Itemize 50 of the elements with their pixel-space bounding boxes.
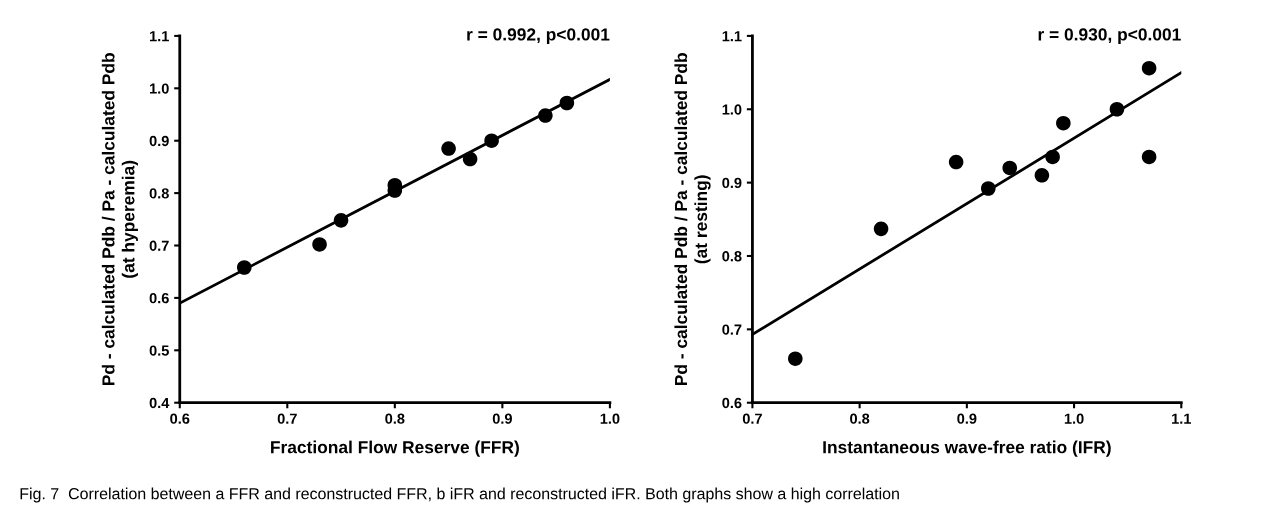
x-axis-title: Fractional Flow Reserve (FFR): [271, 440, 519, 457]
y-tick-label: 1.1: [722, 31, 742, 42]
point: [237, 260, 252, 275]
y-tick-label: 0.8: [722, 251, 742, 262]
point: [1045, 149, 1060, 165]
x-tick-label: 0.8: [385, 413, 405, 424]
caption: Fig. 7 Correlation between a FFR and reconstructed FFR, b iFR and reconstructed iFR. Both graphs show a high correlation: [20, 487, 899, 503]
point: [981, 181, 996, 196]
y-tick-label: 1.0: [722, 104, 742, 115]
y-tick-label: 0.7: [149, 240, 169, 251]
point: [1141, 149, 1157, 165]
point: [788, 351, 803, 366]
point: [559, 95, 575, 111]
point: [873, 221, 889, 237]
point: [441, 141, 456, 156]
point: [312, 237, 327, 252]
x-tick-label: 0.6: [170, 413, 190, 424]
point: [462, 151, 478, 167]
annotation: r = 0.930, p<0.001: [1038, 28, 1181, 44]
y-tick-label: 0.8: [149, 188, 169, 199]
x-tick-label: 0.8: [850, 413, 870, 424]
x-tick-label: 0.9: [957, 413, 977, 424]
point: [1109, 101, 1125, 117]
point: [1141, 60, 1157, 76]
point: [538, 108, 553, 123]
y-axis-title: Pd - calculated Pdb / Pa - calculated Pdb (at hyperemia): [101, 53, 138, 386]
y-tick-label: 0.6: [149, 293, 169, 304]
point: [948, 154, 964, 170]
y-tick-label: 0.9: [722, 177, 742, 189]
point: [1034, 168, 1050, 183]
y-tick-label: 1.1: [149, 31, 169, 42]
x-tick-label: 1.0: [1064, 413, 1084, 424]
point: [1002, 160, 1018, 176]
x-tick-label: 1.1: [1172, 413, 1192, 424]
y-tick-label: 1.0: [149, 83, 169, 94]
y-tick-label: 0.6: [722, 397, 742, 409]
y-axis-title: Pd - calculated Pdb / Pa - calculated Pdb (at resting): [674, 53, 711, 386]
point: [1056, 115, 1071, 131]
point: [333, 213, 349, 228]
y-tick-label: 0.9: [149, 135, 169, 147]
x-tick-label: 0.7: [742, 413, 762, 424]
y-tick-label: 0.5: [149, 345, 169, 356]
x-tick-label: 1.0: [600, 413, 620, 424]
x-axis-title: Instantaneous wave-free ratio (IFR): [823, 440, 1111, 457]
point: [484, 133, 499, 148]
annotation: r = 0.992, p<0.001: [467, 28, 610, 44]
x-tick-label: 0.9: [492, 413, 512, 424]
y-tick-label: 0.4: [149, 397, 170, 409]
x-tick-label: 0.7: [277, 413, 297, 424]
y-tick-label: 0.7: [722, 324, 742, 335]
